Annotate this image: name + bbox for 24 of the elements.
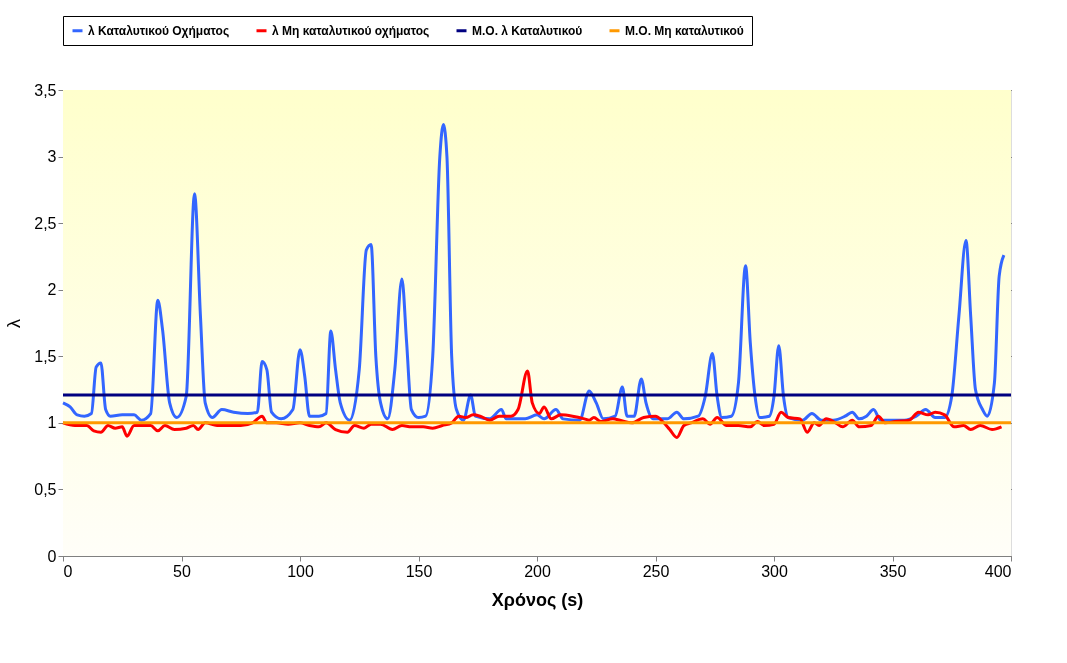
y-tick-label: 1,5 [34, 347, 57, 365]
x-tick-label: 0 [63, 562, 73, 580]
line-series [61, 123, 1006, 422]
x-tick-label: 400 [984, 562, 1012, 580]
x-axis-title: Χρόνος (s) [491, 589, 584, 610]
legend-label: Μ.Ο. Μη καταλυτικού [625, 23, 744, 38]
y-tick-label: 3 [47, 148, 57, 166]
x-tick-label: 300 [761, 562, 788, 580]
y-tick-label: 0 [47, 547, 57, 565]
y-tick-label: 2 [47, 281, 57, 299]
x-tick-label: 150 [405, 562, 433, 580]
y-tick-label: 2,5 [34, 214, 57, 232]
x-tick-label: 250 [642, 562, 670, 580]
legend-label: λ Μη καταλυτικού οχήματος [272, 23, 430, 38]
y-tick-label: 0,5 [34, 480, 57, 498]
legend-label: Μ.Ο. λ Καταλυτικού [472, 23, 583, 38]
x-tick-label: 50 [173, 562, 191, 580]
x-tick-label: 200 [524, 562, 551, 580]
y-tick-label: 1 [47, 414, 57, 432]
x-tick-label: 100 [287, 562, 314, 580]
legend-label: λ Καταλυτικού Οχήματος [88, 23, 230, 38]
y-axis-title: λ [4, 319, 25, 328]
x-tick-label: 350 [879, 562, 907, 580]
y-tick-label: 3,5 [34, 81, 57, 99]
